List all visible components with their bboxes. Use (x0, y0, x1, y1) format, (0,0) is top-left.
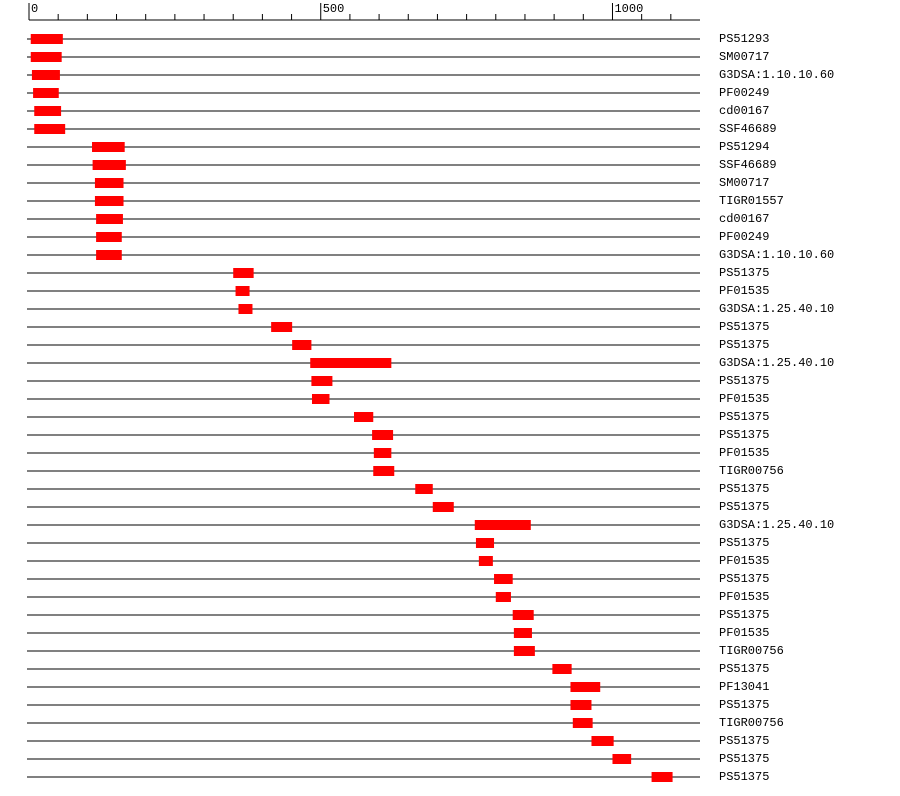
domain-bar (30, 52, 62, 62)
domain-bar (238, 304, 253, 314)
domain-bar (31, 70, 60, 80)
row-label: PS51375 (719, 374, 769, 388)
x-tick-label: 500 (323, 2, 345, 16)
domain-bar (311, 376, 333, 386)
row-label: SM00717 (719, 176, 769, 190)
domain-bar (33, 88, 59, 98)
row-label: G3DSA:1.25.40.10 (719, 518, 834, 532)
row-label: TIGR00756 (719, 464, 784, 478)
row-label: PF00249 (719, 230, 769, 244)
domain-bar (495, 592, 511, 602)
domain-bar (478, 556, 493, 566)
domain-bar (92, 142, 125, 152)
row-label: PF01535 (719, 284, 769, 298)
domain-bar (570, 700, 592, 710)
row-label: PS51375 (719, 320, 769, 334)
domain-bar (612, 754, 632, 764)
row-label: PS51375 (719, 698, 769, 712)
row-label: PS51294 (719, 140, 769, 154)
row-label: PF01535 (719, 626, 769, 640)
row-label: PS51375 (719, 500, 769, 514)
row-label: PF00249 (719, 86, 769, 100)
row-label: G3DSA:1.10.10.60 (719, 68, 834, 82)
domain-bar (513, 646, 535, 656)
row-label: PS51375 (719, 752, 769, 766)
domain-bar (96, 214, 123, 224)
domain-bar (94, 196, 124, 206)
row-label: PS51375 (719, 662, 769, 676)
row-label: SSF46689 (719, 158, 777, 172)
domain-bar (570, 682, 601, 692)
row-label: TIGR00756 (719, 644, 784, 658)
row-label: SM00717 (719, 50, 769, 64)
row-label: PS51375 (719, 572, 769, 586)
domain-bar (292, 340, 312, 350)
domain-bar (92, 160, 126, 170)
domain-bar (96, 250, 122, 260)
domain-bar (494, 574, 513, 584)
domain-bar (311, 394, 330, 404)
domain-bar (96, 232, 122, 242)
domain-bar (651, 772, 673, 782)
domain-bar (552, 664, 572, 674)
domain-bar (34, 124, 66, 134)
row-label: cd00167 (719, 104, 769, 118)
row-label: PS51375 (719, 608, 769, 622)
row-label: cd00167 (719, 212, 769, 226)
domain-bar (233, 268, 254, 278)
domain-bar (373, 448, 392, 458)
row-label: PF01535 (719, 590, 769, 604)
domain-bar (512, 610, 534, 620)
domain-bar (373, 466, 395, 476)
domain-bar (475, 538, 495, 548)
domain-bar (235, 286, 250, 296)
row-label: PF13041 (719, 680, 769, 694)
row-label: PS51375 (719, 482, 769, 496)
row-label: PS51375 (719, 536, 769, 550)
row-label: TIGR01557 (719, 194, 784, 208)
row-label: PS51375 (719, 410, 769, 424)
row-label: PS51375 (719, 428, 769, 442)
domain-bar (513, 628, 532, 638)
row-label: G3DSA:1.25.40.10 (719, 302, 834, 316)
domain-bar (591, 736, 614, 746)
row-label: PS51375 (719, 338, 769, 352)
row-label: PF01535 (719, 554, 769, 568)
domain-bar (94, 178, 124, 188)
row-label: PS51293 (719, 32, 769, 46)
row-label: TIGR00756 (719, 716, 784, 730)
row-label: PF01535 (719, 392, 769, 406)
domain-bar (432, 502, 454, 512)
domain-bar (34, 106, 62, 116)
domain-bar (372, 430, 394, 440)
row-label: G3DSA:1.25.40.10 (719, 356, 834, 370)
domain-bar (415, 484, 433, 494)
domain-bar (353, 412, 374, 422)
row-label: PF01535 (719, 446, 769, 460)
row-label: SSF46689 (719, 122, 777, 136)
domain-bar (30, 34, 63, 44)
domain-bar (271, 322, 293, 332)
x-tick-label: 0 (31, 2, 38, 16)
row-label: PS51375 (719, 734, 769, 748)
domain-bar (474, 520, 531, 530)
row-label: PS51375 (719, 266, 769, 280)
row-label: G3DSA:1.10.10.60 (719, 248, 834, 262)
row-label: PS51375 (719, 770, 769, 784)
domain-bar (310, 358, 392, 368)
x-tick-label: 1000 (614, 2, 643, 16)
domain-bar (572, 718, 593, 728)
